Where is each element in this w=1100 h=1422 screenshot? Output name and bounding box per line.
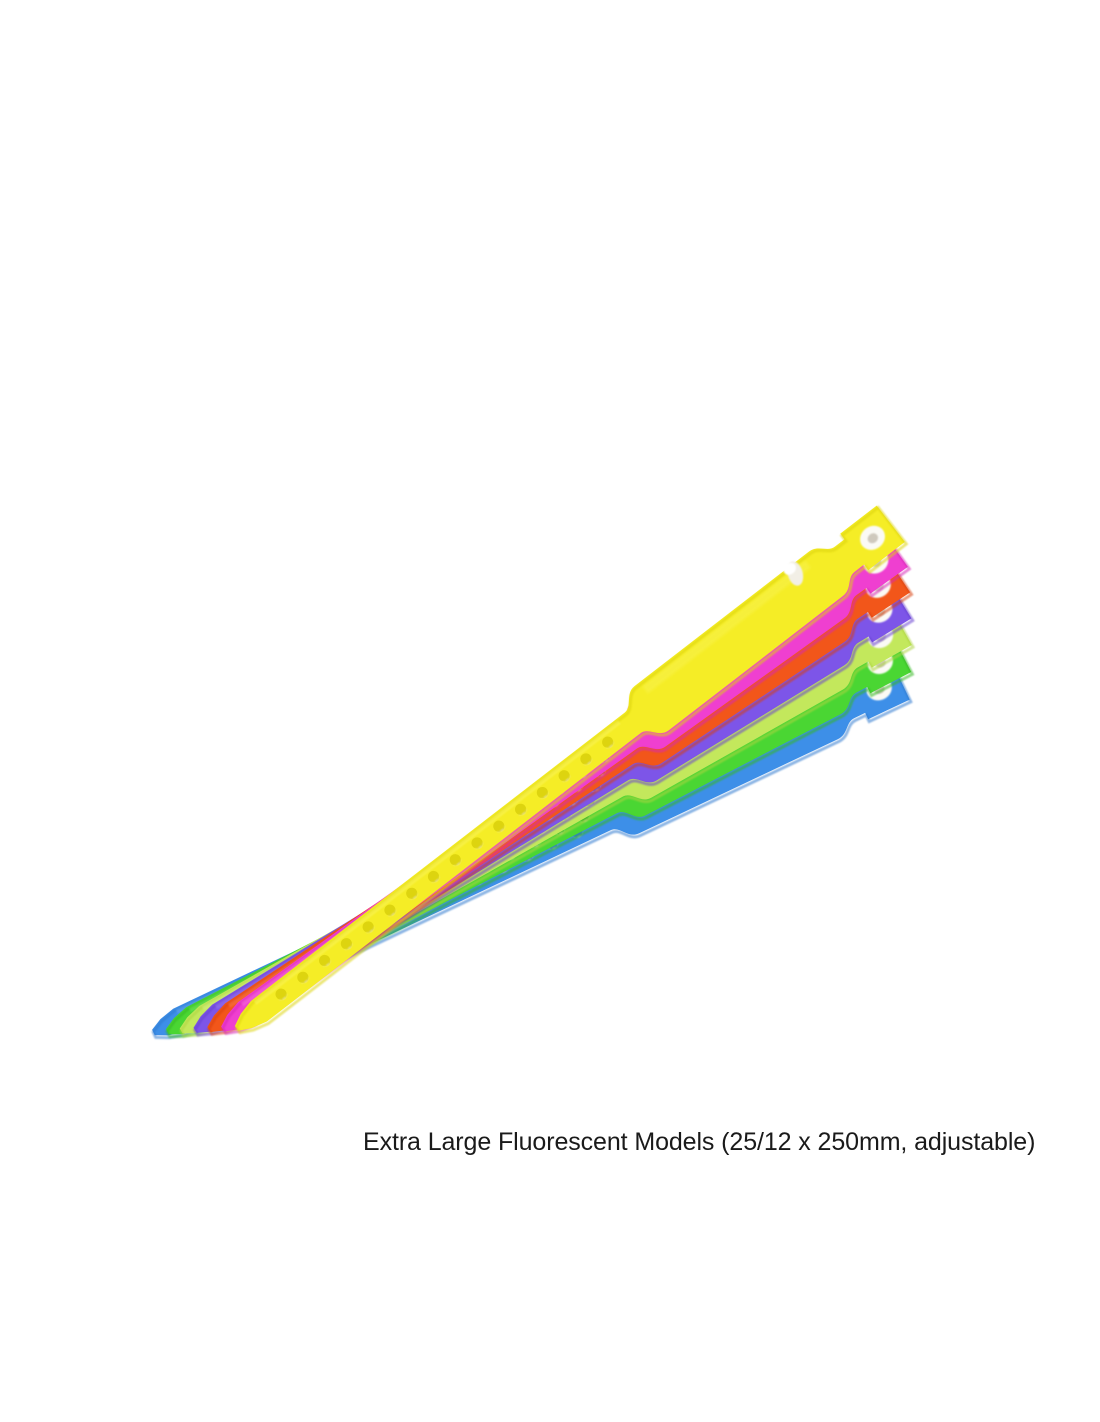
wristband-edge-shading bbox=[234, 505, 909, 1035]
snap-grommet bbox=[860, 525, 885, 550]
wristband-panel-sheen bbox=[642, 560, 811, 694]
adjustment-hole-lip bbox=[386, 908, 397, 917]
adjustment-hole-lip bbox=[321, 958, 331, 967]
adjustment-hole bbox=[493, 820, 505, 832]
adjustment-hole bbox=[275, 988, 287, 1000]
adjustment-hole bbox=[536, 786, 548, 799]
adjustment-hole-lip bbox=[451, 857, 462, 866]
adjustment-hole bbox=[297, 971, 309, 983]
adjustment-hole-lip bbox=[299, 975, 309, 984]
adjustment-hole-lip bbox=[572, 784, 583, 793]
adjustment-hole bbox=[602, 736, 614, 748]
adjustment-hole bbox=[471, 837, 483, 849]
adjustment-holes bbox=[275, 736, 614, 1001]
adjustment-hole-lip bbox=[430, 874, 440, 883]
adjustment-hole-lip bbox=[495, 824, 505, 833]
photo-background bbox=[0, 0, 1100, 1100]
adjustment-hole-lip bbox=[582, 756, 593, 766]
adjustment-hole-lip bbox=[517, 807, 527, 816]
adjustment-hole-lip bbox=[498, 866, 509, 874]
adjustment-hole bbox=[319, 954, 331, 967]
adjustment-hole bbox=[514, 803, 527, 815]
adjustment-hole-lip bbox=[408, 891, 418, 900]
adjustment-hole-lip bbox=[560, 773, 571, 782]
snap-grommet-hole bbox=[867, 533, 879, 544]
adjustment-hole-lip bbox=[543, 812, 554, 821]
adjustment-hole bbox=[340, 938, 353, 950]
adjustment-hole-lip bbox=[537, 826, 548, 834]
adjustment-hole-lip bbox=[364, 924, 375, 934]
adjustment-hole bbox=[384, 904, 396, 916]
adjustment-hole bbox=[580, 753, 592, 765]
snap-post-cap bbox=[783, 562, 796, 575]
adjustment-hole-lip bbox=[604, 740, 614, 749]
product-caption: Extra Large Fluorescent Models (25/12 x … bbox=[363, 1128, 1036, 1156]
wristband-body bbox=[234, 505, 905, 1031]
adjustment-hole bbox=[362, 921, 374, 933]
wristband-yellow bbox=[234, 505, 909, 1035]
adjustment-hole bbox=[406, 887, 418, 899]
adjustment-hole-lip bbox=[539, 790, 549, 799]
wristband-sheen bbox=[253, 720, 621, 1005]
adjustment-hole-lip bbox=[343, 941, 353, 950]
wristbands-illustration bbox=[0, 0, 1100, 1100]
adjustment-hole-lip bbox=[277, 991, 288, 1001]
adjustment-hole bbox=[558, 770, 570, 782]
product-photo-wristbands bbox=[0, 0, 1100, 1100]
adjustment-hole-lip bbox=[473, 840, 484, 850]
adjustment-hole-lip bbox=[530, 840, 541, 848]
adjustment-hole bbox=[449, 854, 461, 866]
adjustment-hole-lip bbox=[577, 770, 588, 779]
wristband-stack bbox=[151, 505, 916, 1040]
snap-post bbox=[783, 561, 804, 586]
adjustment-hole bbox=[427, 870, 440, 883]
